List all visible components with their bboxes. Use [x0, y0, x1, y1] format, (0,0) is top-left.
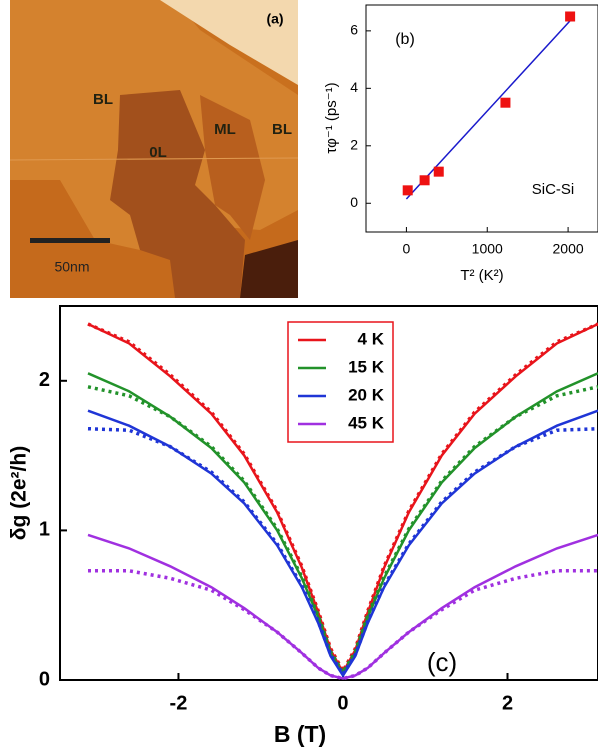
plot-frame: [365, 4, 598, 233]
legend-label: 4 K: [358, 329, 385, 348]
y-tick-label: 0: [39, 668, 50, 690]
fit-line: [405, 20, 571, 200]
region-label: 0L: [149, 144, 167, 161]
y-tick-label: 0: [350, 194, 358, 210]
scale-bar-label: 50nm: [54, 259, 89, 275]
data-point: [402, 185, 413, 196]
panel-label: (b): [395, 31, 415, 48]
fit-curve: [88, 569, 598, 680]
x-tick-label: 1000: [472, 241, 503, 257]
y-tick-label: 4: [350, 79, 358, 95]
legend-label: 45 K: [348, 413, 385, 432]
annotation: SiC-Si: [532, 181, 575, 198]
legend-box: [287, 321, 394, 443]
data-point: [433, 166, 444, 177]
panel-label: (a): [266, 11, 283, 27]
data-point: [500, 97, 511, 108]
data-curve: [87, 533, 598, 680]
panel-label: (c): [427, 647, 457, 677]
afm-image: [10, 0, 298, 298]
y-tick-label: 1: [39, 519, 50, 541]
x-axis-label: T² (K²): [460, 267, 503, 284]
region-label: BL: [272, 121, 292, 138]
x-tick-label: 2: [502, 692, 513, 714]
plot-area: [87, 322, 598, 680]
data-curve: [87, 409, 598, 678]
plot-frame: [59, 305, 598, 681]
y-tick-label: 6: [350, 22, 358, 38]
x-tick-label: 2000: [553, 241, 584, 257]
x-axis-label: B (T): [274, 721, 326, 747]
region-label: BL: [93, 91, 113, 108]
data-point: [419, 175, 430, 186]
y-axis-label: δg (2e²/h): [8, 446, 31, 540]
region-label: ML: [214, 121, 236, 138]
x-tick-label: -2: [170, 692, 188, 714]
fit-curve: [87, 426, 598, 678]
x-tick-label: 0: [403, 241, 411, 257]
x-tick-label: 0: [337, 692, 348, 714]
data-point: [565, 11, 576, 22]
legend-label: 20 K: [348, 385, 385, 404]
plot-area: [402, 11, 576, 200]
legend-label: 15 K: [348, 357, 385, 376]
y-tick-label: 2: [350, 137, 358, 153]
y-axis-label: τφ⁻¹ (ps⁻¹): [323, 82, 340, 153]
y-tick-label: 2: [39, 369, 50, 391]
